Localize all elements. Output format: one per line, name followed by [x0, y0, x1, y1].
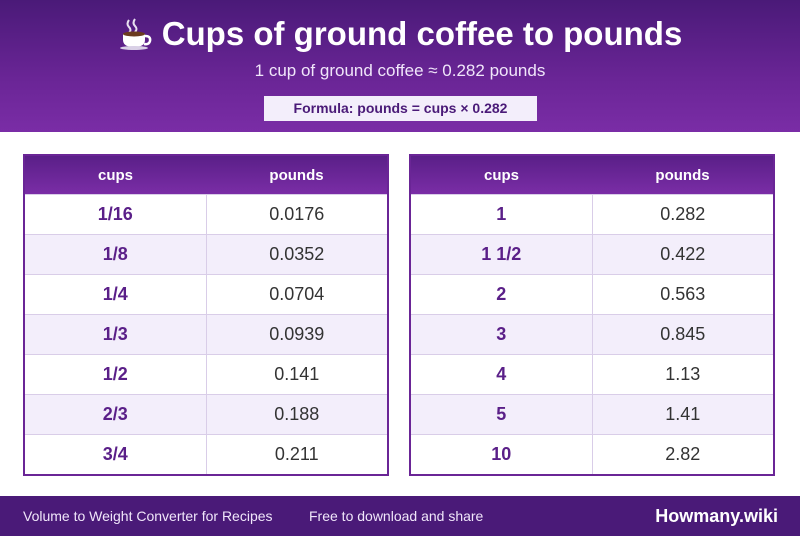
cups-cell: 1/2 [25, 355, 207, 394]
header-banner: Cups of ground coffee to pounds 1 cup of… [0, 0, 800, 132]
column-header-cups: cups [97, 166, 133, 184]
footer-bar: Volume to Weight Converter for Recipes F… [0, 496, 800, 536]
coffee-cup-icon [118, 17, 152, 51]
table-row: 4 1.13 [411, 354, 773, 394]
table-row: 1/8 0.0352 [25, 234, 387, 274]
cups-cell: 1 1/2 [411, 235, 593, 274]
cups-cell: 3/4 [25, 435, 207, 474]
pounds-cell: 0.422 [660, 244, 706, 264]
table-row: 3/4 0.211 [25, 434, 387, 474]
footer-middle-text: Free to download and share [309, 508, 484, 524]
table-row: 2/3 0.188 [25, 394, 387, 434]
conversion-table-left: cups pounds 1/16 0.0176 1/8 0.0352 1/4 0… [23, 154, 389, 476]
pounds-cell: 0.282 [660, 204, 706, 224]
pounds-cell: 2.82 [665, 444, 701, 464]
pounds-cell: 0.0704 [269, 284, 325, 304]
table-row: 3 0.845 [411, 314, 773, 354]
cups-cell: 1/8 [25, 235, 207, 274]
page-subtitle: 1 cup of ground coffee ≈ 0.282 pounds [254, 61, 546, 80]
pounds-cell: 0.0176 [269, 204, 325, 224]
cups-cell: 10 [411, 435, 593, 474]
pounds-cell: 0.845 [660, 324, 706, 344]
table-row: 2 0.563 [411, 274, 773, 314]
pounds-cell: 0.563 [660, 284, 706, 304]
table-row: 1/2 0.141 [25, 354, 387, 394]
table-row: 5 1.41 [411, 394, 773, 434]
cups-cell: 1 [411, 195, 593, 234]
pounds-cell: 0.0352 [269, 244, 325, 264]
pounds-cell: 0.211 [274, 444, 319, 464]
cups-cell: 2 [411, 275, 593, 314]
formula-box: Formula: pounds = cups × 0.282 [264, 96, 537, 121]
cups-cell: 1/4 [25, 275, 207, 314]
pounds-cell: 0.0939 [269, 324, 325, 344]
table-header: cups pounds [411, 156, 773, 194]
table-row: 1 1/2 0.422 [411, 234, 773, 274]
table-header: cups pounds [25, 156, 387, 194]
pounds-cell: 0.188 [274, 404, 320, 424]
cups-cell: 5 [411, 395, 593, 434]
page-title: Cups of ground coffee to pounds [161, 15, 683, 52]
cups-cell: 1/3 [25, 315, 207, 354]
cups-cell: 2/3 [25, 395, 207, 434]
column-header-cups: cups [483, 166, 519, 184]
table-row: 1 0.282 [411, 194, 773, 234]
conversion-table-right: cups pounds 1 0.282 1 1/2 0.422 2 0.563 … [409, 154, 775, 476]
cups-cell: 3 [411, 315, 593, 354]
brand-link[interactable]: Howmany.wiki [655, 506, 778, 526]
page-title-row: Cups of ground coffee to pounds [0, 14, 800, 54]
pounds-cell: 0.141 [274, 364, 320, 384]
table-row: 1/4 0.0704 [25, 274, 387, 314]
cups-cell: 1/16 [25, 195, 207, 234]
footer-left-text: Volume to Weight Converter for Recipes [23, 508, 273, 524]
table-row: 1/16 0.0176 [25, 194, 387, 234]
pounds-cell: 1.41 [665, 404, 701, 424]
column-header-pounds: pounds [269, 166, 324, 184]
cups-cell: 4 [411, 355, 593, 394]
column-header-pounds: pounds [655, 166, 710, 184]
pounds-cell: 1.13 [665, 364, 701, 384]
table-row: 10 2.82 [411, 434, 773, 474]
table-row: 1/3 0.0939 [25, 314, 387, 354]
